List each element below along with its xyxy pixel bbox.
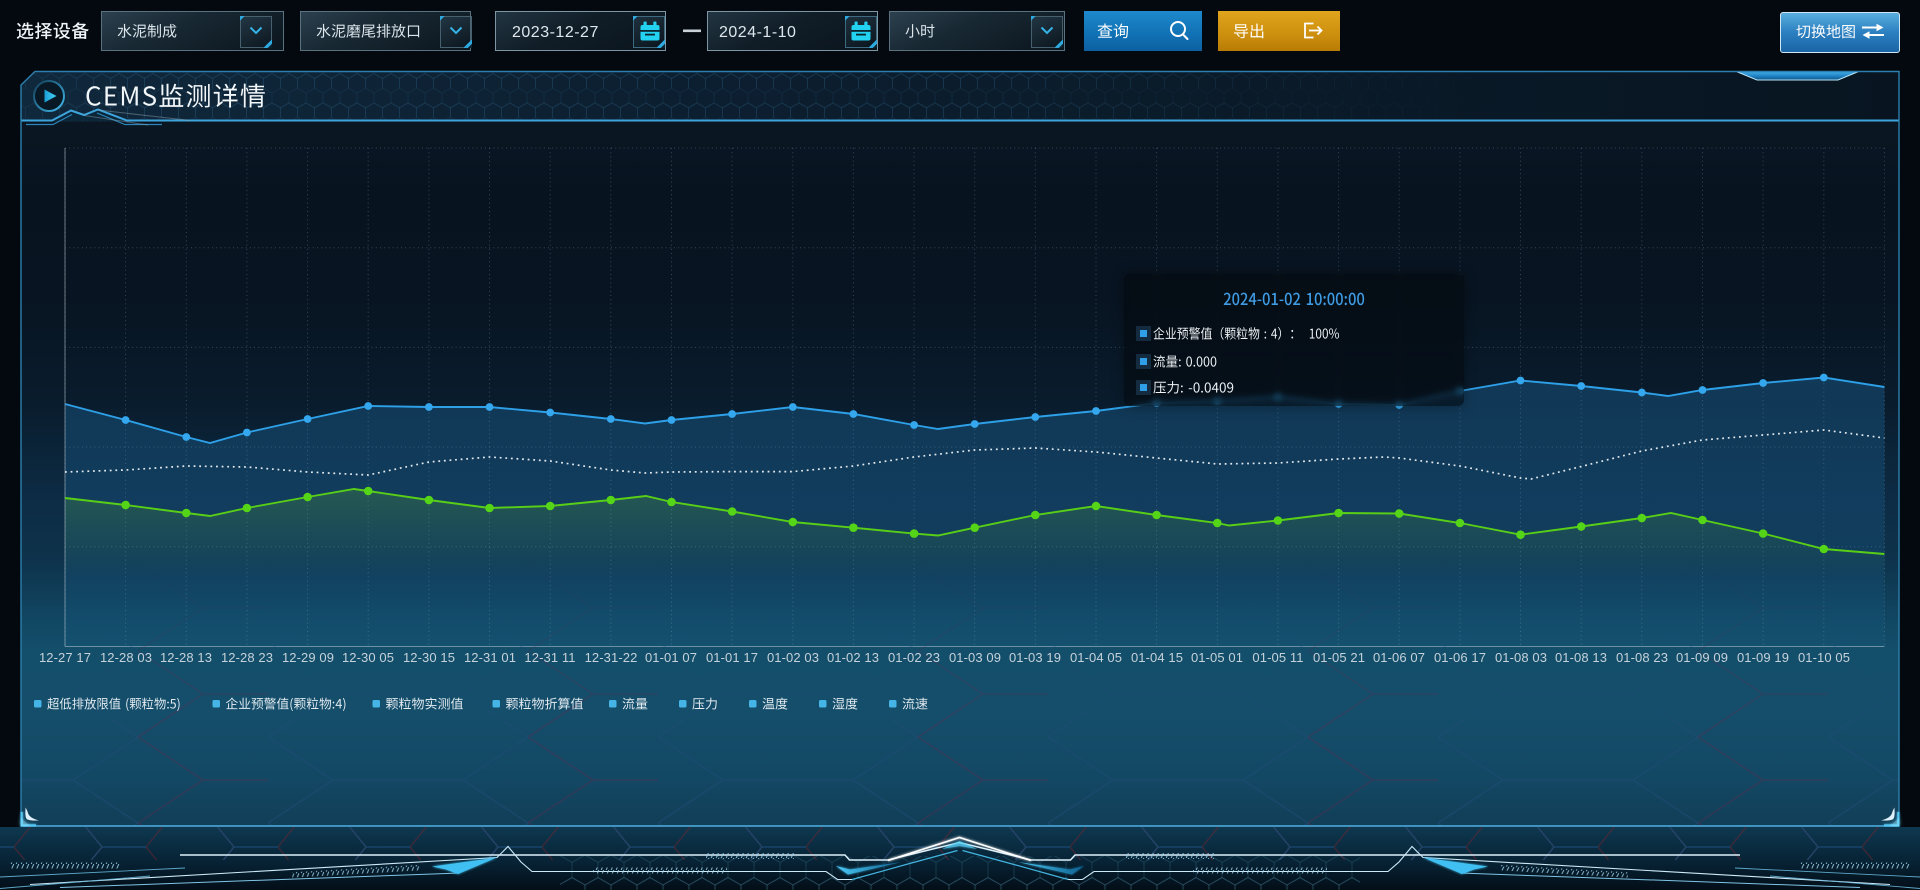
svg-text:2023-12-27: 2023-12-27 [512, 24, 599, 41]
svg-text:2024-1-10: 2024-1-10 [719, 24, 796, 41]
